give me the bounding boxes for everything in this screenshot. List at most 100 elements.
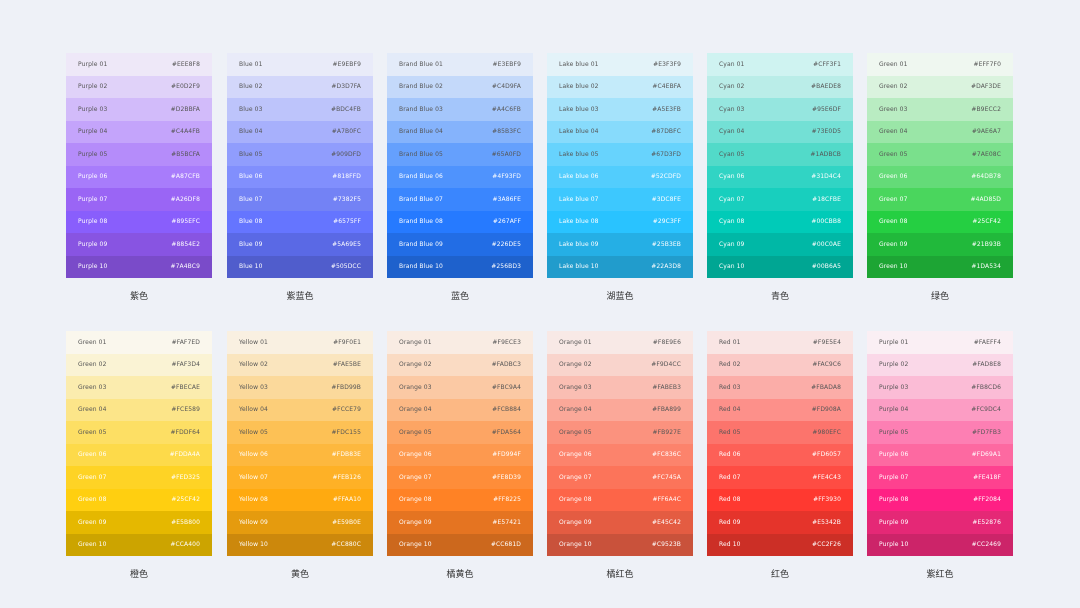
color-swatch: Green 03 #FBECAE [66, 376, 212, 399]
swatch-hex: #A4C6FB [491, 105, 521, 113]
swatch-hex: #00B6A5 [811, 263, 841, 271]
swatch-name: Orange 08 [559, 496, 592, 504]
palette-card: Purple 01 #FAEFF4 Purple 02 #FAD8E8 Purple 0… [867, 331, 1013, 580]
swatch-name: Cyan 02 [719, 83, 745, 91]
swatch-name: Orange 04 [559, 406, 592, 414]
color-swatch: Purple 10 #CC2469 [867, 533, 1013, 556]
swatch-hex: #CFF3F1 [813, 60, 841, 68]
swatch-hex: #18CFBE [812, 195, 841, 203]
color-swatch: Brand Blue 01 #E3EBF9 [387, 53, 533, 76]
palette-caption: 橙色 [129, 570, 148, 580]
swatch-hex: #85B3FC [492, 128, 521, 136]
swatch-name: Yellow 10 [239, 541, 268, 549]
swatch-hex: #67D3FD [651, 150, 681, 158]
color-swatch: Cyan 05 #1ADBCB [707, 143, 853, 166]
swatch-hex: #C4D9FA [491, 83, 521, 91]
swatch-hex: #E45C42 [652, 518, 681, 526]
swatch-hex: #E3F3F9 [653, 60, 681, 68]
color-swatch: Lake blue 04 #87DBFC [547, 120, 693, 143]
color-swatch: Red 03 #FBADA8 [707, 376, 853, 399]
swatch-hex: #FAF3D4 [171, 361, 200, 369]
swatch-name: Blue 04 [239, 128, 263, 136]
swatch-hex: #C4EBFA [652, 83, 681, 91]
swatch-hex: #FC836C [651, 451, 681, 459]
color-swatch: Red 09 #E5342B [707, 511, 853, 534]
swatch-hex: #FADBC3 [491, 361, 521, 369]
color-swatch: Purple 03 #D2BBFA [66, 98, 212, 121]
color-swatch: Orange 10 #C9523B [547, 533, 693, 556]
color-swatch: Green 07 #FED325 [66, 466, 212, 489]
color-swatch: Red 05 #980EFC [707, 421, 853, 444]
swatch-name: Green 01 [879, 60, 908, 68]
swatch-name: Blue 01 [239, 60, 263, 68]
swatch-name: Green 02 [879, 83, 908, 91]
swatch-hex: #25B3EB [651, 240, 681, 248]
swatch-name: Green 06 [879, 173, 908, 181]
palette-card: Cyan 01 #CFF3F1 Cyan 02 #BAEDE8 Cyan 03 #95E6… [707, 53, 853, 302]
swatch-name: Lake blue 10 [559, 263, 599, 271]
swatch-hex: #E5B800 [171, 518, 200, 526]
swatch-name: Purple 02 [879, 361, 909, 369]
color-swatch: Blue 03 #BDC4FB [227, 98, 373, 121]
swatch-hex: #FD908A [811, 406, 841, 414]
swatch-name: Lake blue 07 [559, 195, 599, 203]
swatch-name: Purple 07 [879, 473, 909, 481]
swatch-name: Orange 05 [559, 428, 592, 436]
swatch-hex: #7382F5 [332, 195, 361, 203]
swatch-hex: #FD994F [492, 451, 521, 459]
swatch-name: Orange 10 [559, 541, 592, 549]
color-swatch: Yellow 04 #FCCE79 [227, 398, 373, 421]
swatch-name: Orange 01 [559, 338, 592, 346]
swatch-hex: #21B93B [971, 240, 1001, 248]
swatch-name: Brand Blue 06 [399, 173, 443, 181]
swatch-name: Orange 09 [399, 518, 432, 526]
color-swatch: Blue 10 #505DCC [227, 255, 373, 278]
swatch-hex: #E5342B [812, 518, 841, 526]
swatch-hex: #895EFC [171, 218, 200, 226]
swatch-name: Red 08 [719, 496, 741, 504]
swatch-hex: #FABEB3 [652, 383, 681, 391]
swatch-name: Orange 03 [399, 383, 432, 391]
color-swatch: Orange 09 #E45C42 [547, 511, 693, 534]
swatch-hex: #FE4C43 [812, 473, 841, 481]
swatch-hex: #1DA534 [971, 263, 1001, 271]
swatch-hex: #FD69A1 [971, 451, 1001, 459]
color-swatch: Purple 04 #C4A4FB [66, 120, 212, 143]
palette-card: Lake blue 01 #E3F3F9 Lake blue 02 #C4EBFA La… [547, 53, 693, 302]
swatch-name: Green 05 [879, 150, 908, 158]
color-swatch: Blue 05 #909DFD [227, 143, 373, 166]
swatch-name: Yellow 04 [239, 406, 268, 414]
swatch-hex: #B5BCFA [171, 150, 200, 158]
swatch-hex: #95E6DF [811, 105, 841, 113]
color-swatch: Brand Blue 04 #85B3FC [387, 120, 533, 143]
color-swatch: Brand Blue 03 #A4C6FB [387, 98, 533, 121]
swatch-name: Purple 03 [879, 383, 909, 391]
swatch-name: Purple 01 [78, 60, 108, 68]
color-swatch: Brand Blue 02 #C4D9FA [387, 75, 533, 98]
swatch-hex: #FBC9A4 [491, 383, 521, 391]
swatch-name: Purple 03 [78, 105, 108, 113]
palette-caption: 绿色 [930, 292, 949, 302]
color-swatch: Orange 08 #FF6A4C [547, 488, 693, 511]
swatch-name: Purple 06 [879, 451, 909, 459]
swatch-name: Yellow 09 [239, 518, 268, 526]
color-swatch: Green 03 #B9ECC2 [867, 98, 1013, 121]
swatch-hex: #3DC8FE [651, 195, 681, 203]
swatch-name: Orange 06 [399, 451, 432, 459]
swatch-hex: #DAF3DE [970, 83, 1001, 91]
color-swatch: Brand Blue 06 #4F93FD [387, 165, 533, 188]
color-swatch: Purple 05 #FD7FB3 [867, 421, 1013, 444]
color-swatch: Lake blue 08 #29C3FF [547, 210, 693, 233]
color-swatch: Blue 01 #E9EBF9 [227, 53, 373, 76]
swatch-hex: #25CF42 [171, 496, 200, 504]
swatch-name: Lake blue 02 [559, 83, 599, 91]
swatch-name: Blue 10 [239, 263, 263, 271]
swatch-hex: #65A0FD [491, 150, 521, 158]
swatch-hex: #6575FF [333, 218, 361, 226]
palette-caption: 紫色 [129, 292, 148, 302]
swatch-name: Orange 09 [559, 518, 592, 526]
color-swatch: Yellow 10 #CC880C [227, 533, 373, 556]
swatch-hex: #8854E2 [171, 240, 200, 248]
swatch-hex: #FB8CD6 [971, 383, 1001, 391]
